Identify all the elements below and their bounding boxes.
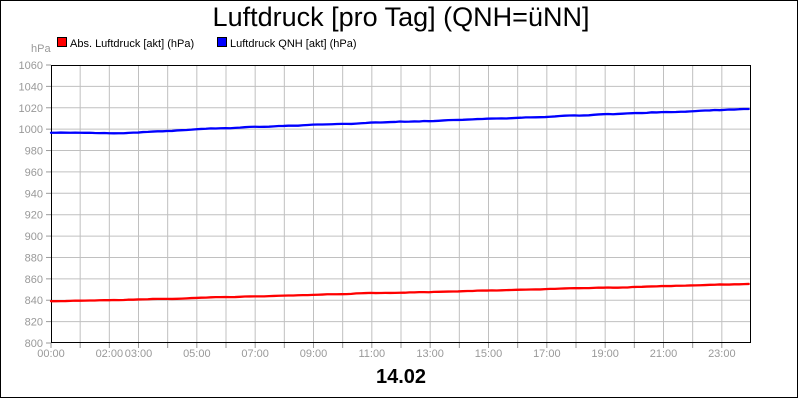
svg-text:920: 920 bbox=[25, 210, 43, 222]
svg-text:900: 900 bbox=[25, 231, 43, 243]
svg-text:03:00: 03:00 bbox=[125, 348, 153, 360]
svg-text:21:00: 21:00 bbox=[650, 348, 678, 360]
svg-text:17:00: 17:00 bbox=[533, 348, 561, 360]
svg-text:09:00: 09:00 bbox=[300, 348, 328, 360]
svg-text:02:00: 02:00 bbox=[96, 348, 124, 360]
svg-text:00:00: 00:00 bbox=[37, 348, 65, 360]
svg-text:05:00: 05:00 bbox=[183, 348, 211, 360]
svg-text:11:00: 11:00 bbox=[358, 348, 385, 360]
svg-text:19:00: 19:00 bbox=[591, 348, 619, 360]
svg-text:hPa: hPa bbox=[31, 43, 51, 55]
svg-text:940: 940 bbox=[25, 188, 43, 200]
svg-text:860: 860 bbox=[25, 274, 43, 286]
svg-text:1060: 1060 bbox=[19, 60, 43, 72]
svg-text:980: 980 bbox=[25, 146, 43, 158]
svg-text:1040: 1040 bbox=[19, 81, 43, 93]
svg-text:23:00: 23:00 bbox=[708, 348, 736, 360]
svg-text:840: 840 bbox=[25, 295, 43, 307]
svg-text:1020: 1020 bbox=[19, 103, 43, 115]
svg-text:15:00: 15:00 bbox=[475, 348, 503, 360]
svg-text:13:00: 13:00 bbox=[416, 348, 444, 360]
svg-text:1000: 1000 bbox=[19, 124, 43, 136]
svg-text:07:00: 07:00 bbox=[241, 348, 269, 360]
svg-text:820: 820 bbox=[25, 317, 43, 329]
svg-text:880: 880 bbox=[25, 252, 43, 264]
svg-text:960: 960 bbox=[25, 167, 43, 179]
